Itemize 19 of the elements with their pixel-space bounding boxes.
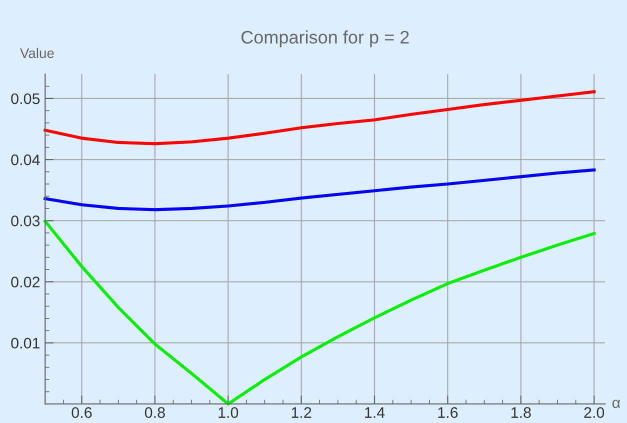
x-axis-title: α <box>612 400 620 408</box>
x-tick-label: 1.2 <box>292 407 312 418</box>
x-tick-label: 2.0 <box>584 407 604 418</box>
chart-title: Comparison for p = 2 <box>241 30 409 48</box>
y-axis-title: Value <box>20 48 54 58</box>
x-tick-label: 1.6 <box>438 407 458 418</box>
line-series <box>44 168 596 212</box>
y-tick-label: 0.02 <box>11 276 40 288</box>
x-tick-label: 1.0 <box>218 407 238 418</box>
y-tick-label: 0.04 <box>11 154 40 166</box>
y-tick-label: 0.03 <box>11 216 40 226</box>
line-series <box>44 220 596 406</box>
x-tick-label: 0.8 <box>144 407 165 418</box>
y-tick-label: 0.05 <box>11 93 40 104</box>
x-tick-label: 1.4 <box>365 407 385 418</box>
line-series <box>44 90 596 146</box>
y-tick-label: 0.01 <box>11 338 40 349</box>
x-tick-label: 0.6 <box>72 407 92 418</box>
x-tick-label: 1.8 <box>511 407 531 418</box>
